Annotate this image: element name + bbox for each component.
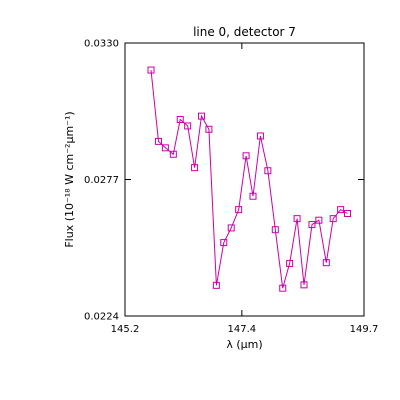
y-tick-label: 0.0277 xyxy=(84,175,119,186)
data-point-marker xyxy=(169,150,177,158)
data-point-marker xyxy=(264,167,272,175)
data-point-marker xyxy=(293,215,301,223)
data-point-marker xyxy=(154,137,162,145)
chart-title: line 0, detector 7 xyxy=(193,25,296,39)
data-point-marker xyxy=(271,226,279,234)
data-point-marker xyxy=(191,164,199,172)
series-line xyxy=(150,69,348,289)
data-point-marker xyxy=(197,112,205,120)
axes-ticks: 145.2 147.4 149.7 0.0224 0.0277 0.0330 xyxy=(84,39,378,336)
data-point-marker xyxy=(212,281,220,289)
data-point-marker xyxy=(337,206,345,214)
y-axis-label: Flux (10⁻¹⁸ W cm⁻²μm⁻¹) xyxy=(63,111,76,247)
data-point-marker xyxy=(227,224,235,232)
data-point-marker xyxy=(256,132,264,140)
x-tick-label: 149.7 xyxy=(350,324,379,335)
data-point-marker xyxy=(286,259,294,267)
data-point-marker xyxy=(184,122,192,130)
data-series xyxy=(147,66,352,292)
x-axis-label: λ (μm) xyxy=(226,338,262,351)
data-point-marker xyxy=(308,221,316,229)
data-point-marker xyxy=(300,281,308,289)
data-point-marker xyxy=(147,66,155,74)
data-point-marker xyxy=(322,259,330,267)
x-tick-label: 145.2 xyxy=(111,324,140,335)
data-point-marker xyxy=(205,125,213,133)
y-tick-label: 0.0224 xyxy=(84,312,119,323)
data-point-marker xyxy=(220,239,228,247)
data-point-marker xyxy=(279,284,287,292)
y-tick-label: 0.0330 xyxy=(84,39,119,50)
data-point-marker xyxy=(161,144,169,152)
data-point-marker xyxy=(329,215,337,223)
data-point-marker xyxy=(242,152,250,160)
data-point-marker xyxy=(344,209,352,217)
data-point-marker xyxy=(315,216,323,224)
x-tick-label: 147.4 xyxy=(228,324,257,335)
plot-frame xyxy=(124,42,365,317)
data-point-marker xyxy=(249,192,257,200)
data-point-marker xyxy=(235,206,243,214)
data-point-marker xyxy=(176,115,184,123)
